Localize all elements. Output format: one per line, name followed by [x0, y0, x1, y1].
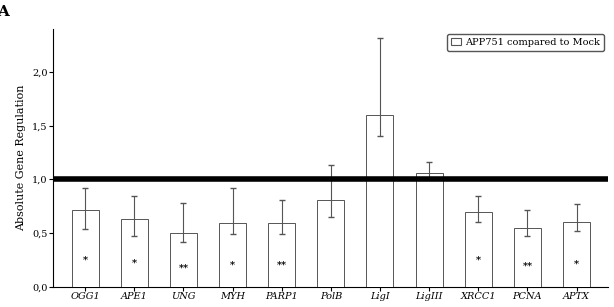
- Bar: [170, 233, 197, 287]
- Text: *: *: [230, 260, 235, 269]
- Text: *: *: [574, 260, 579, 269]
- Text: **: **: [277, 260, 287, 269]
- Bar: [416, 173, 443, 287]
- Text: *: *: [82, 255, 88, 264]
- Bar: [268, 223, 295, 287]
- Bar: [219, 223, 246, 287]
- Bar: [514, 228, 541, 287]
- Text: *: *: [476, 256, 481, 265]
- Text: A: A: [0, 5, 9, 19]
- Bar: [317, 200, 344, 287]
- Bar: [563, 222, 590, 287]
- Bar: [367, 115, 394, 287]
- Bar: [121, 219, 148, 287]
- Text: **: **: [523, 262, 532, 271]
- Bar: [465, 212, 492, 287]
- Text: *: *: [132, 259, 137, 268]
- Legend: APP751 compared to Mock: APP751 compared to Mock: [448, 34, 604, 51]
- Bar: [72, 209, 99, 287]
- Y-axis label: Absolute Gene Regulation: Absolute Gene Regulation: [17, 85, 26, 231]
- Text: **: **: [178, 264, 188, 273]
